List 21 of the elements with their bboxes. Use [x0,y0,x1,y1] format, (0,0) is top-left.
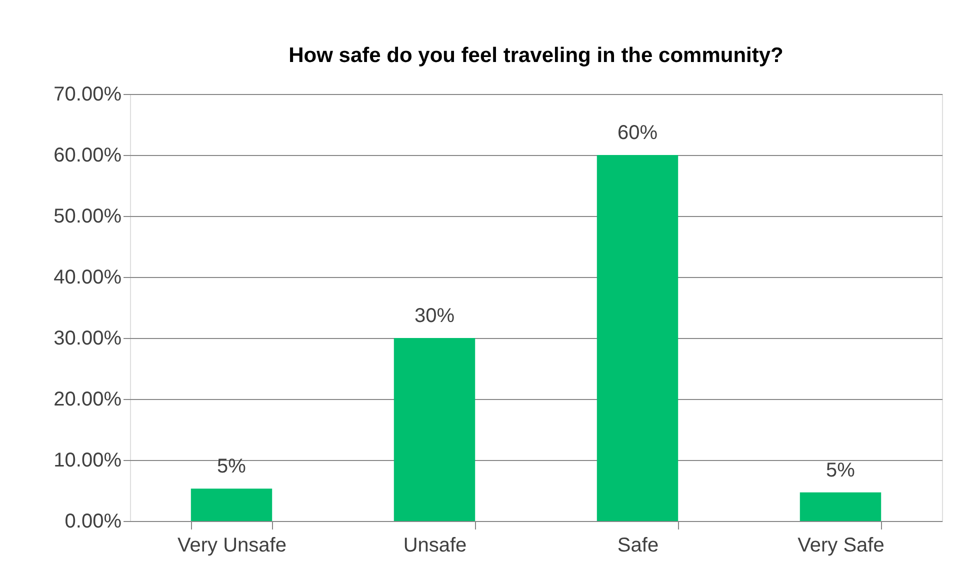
data-label: 5% [826,459,856,482]
y-tick-label: 20.00% [54,388,122,410]
x-tick-label: Very Unsafe [178,534,286,556]
bar [800,492,882,521]
y-tick-label: 10.00% [54,450,122,472]
bar [190,488,272,521]
y-tick-label: 70.00% [54,84,122,106]
y-tick-label: 60.00% [54,144,122,166]
y-tick-label: 0.00% [64,510,122,532]
bar [596,155,678,521]
y-tick-label: 30.00% [54,328,122,350]
chart-title: How safe do you feel traveling in the community? [288,44,784,67]
y-tick-label: 50.00% [54,206,122,228]
x-tick-label: Unsafe [403,534,467,556]
bar [394,338,476,521]
data-label: 60% [617,122,658,144]
y-tick-label: 40.00% [54,266,122,288]
x-tick-label: Very Safe [798,534,884,556]
data-label: 30% [414,305,455,327]
x-tick-label: Safe [617,534,659,556]
data-label: 5% [217,456,246,478]
